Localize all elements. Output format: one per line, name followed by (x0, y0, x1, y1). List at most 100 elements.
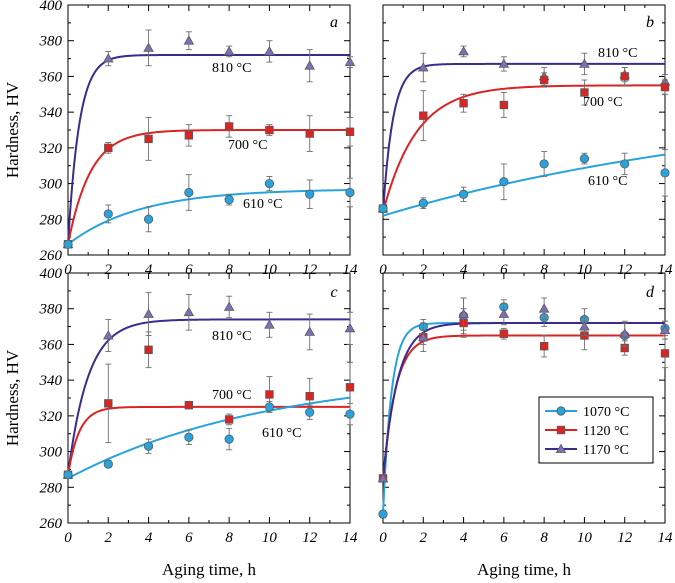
fit-curve-610 (67, 189, 351, 246)
x-tick-label: 10 (262, 262, 278, 278)
x-tick-label: 12 (302, 530, 318, 546)
data-point-700 (539, 342, 549, 351)
temperature-annotation: 700 °C (583, 95, 622, 110)
data-point-810 (143, 42, 154, 52)
data-point-610 (224, 434, 234, 444)
data-point-810 (183, 306, 195, 317)
x-tick-label: 8 (540, 262, 548, 278)
y-tick-label: 340 (39, 105, 63, 121)
data-point-810 (223, 301, 235, 311)
data-point-810 (223, 46, 235, 56)
temperature-annotation: 810 °C (598, 46, 637, 61)
panel-letter: d (646, 284, 655, 301)
data-point-610 (63, 239, 73, 249)
x-tick-label: 2 (105, 262, 113, 278)
data-point-810 (579, 58, 590, 68)
data-point-700 (305, 392, 314, 401)
y-tick-label: 280 (40, 480, 63, 496)
x-axis-title: Aging time, h (162, 560, 256, 579)
x-tick-label: 12 (617, 530, 633, 546)
y-tick-label: 400 (40, 0, 63, 14)
x-tick-label: 14 (658, 530, 674, 546)
data-point-700 (104, 399, 113, 408)
y-tick-label: 320 (39, 409, 63, 425)
data-point-700 (144, 345, 153, 354)
legend-marker (556, 406, 566, 416)
y-tick-label: 340 (39, 373, 63, 389)
data-point-810 (264, 46, 275, 56)
x-tick-label: 10 (577, 530, 593, 546)
fit-curve-610 (382, 153, 666, 217)
y-axis-title: Hardness, HV (3, 81, 22, 178)
y-tick-label: 260 (40, 248, 63, 264)
data-point-610 (539, 159, 549, 169)
legend-marker (555, 443, 567, 453)
data-point-610 (378, 203, 388, 214)
data-point-610 (103, 209, 113, 219)
x-axis-title: Aging time, h (477, 560, 571, 579)
legend-marker (556, 425, 566, 435)
data-point-610 (418, 198, 428, 208)
data-point-700 (305, 129, 314, 138)
temperature-annotation: 610 °C (262, 426, 301, 441)
data-point-810 (579, 321, 590, 331)
data-point-810 (619, 328, 631, 338)
data-point-700 (184, 400, 194, 410)
data-point-700 (224, 122, 234, 131)
panel-a: 0 2 4 6 8 10 12 14 260 280 300 320 340 360 380 400 Hardn… (3, 0, 358, 278)
data-point-700 (419, 111, 428, 120)
data-point-810 (498, 58, 510, 68)
x-tick-label: 4 (460, 530, 468, 546)
x-tick-label: 4 (145, 262, 153, 278)
panel-c: 0 2 4 6 8 10 12 14 260 280 300 320 340 360 380 400 Hardn… (3, 266, 358, 579)
fit-curve-810 (382, 62, 665, 213)
data-point-700 (265, 125, 274, 135)
data-point-610 (458, 189, 469, 199)
data-point-610 (499, 177, 509, 187)
data-point-610 (143, 441, 154, 451)
data-point-610 (63, 470, 73, 480)
data-point-810 (344, 56, 356, 66)
data-point-700 (620, 72, 629, 81)
x-tick-label: 2 (105, 530, 113, 546)
fit-curve-810 (382, 322, 665, 481)
data-point-810 (659, 324, 671, 334)
fit-curve-700 (382, 84, 665, 213)
data-point-610 (660, 168, 670, 178)
data-point-610 (620, 159, 630, 169)
data-point-610 (224, 195, 234, 205)
data-point-700 (499, 100, 509, 110)
x-tick-label: 14 (658, 262, 674, 278)
fit-curve-700 (67, 129, 350, 245)
data-point-810 (417, 62, 429, 72)
data-point-810 (458, 308, 469, 318)
data-point-810 (304, 60, 316, 70)
data-point-610 (264, 178, 275, 189)
y-tick-label: 360 (39, 337, 63, 353)
x-tick-label: 0 (379, 530, 387, 546)
data-point-810 (417, 331, 429, 342)
data-point-700 (345, 127, 355, 136)
x-tick-label: 10 (577, 262, 593, 278)
y-tick-label: 320 (39, 141, 63, 157)
data-point-700 (144, 134, 153, 144)
panel-letter: b (646, 14, 654, 31)
data-point-610 (579, 153, 590, 164)
y-tick-label: 360 (39, 69, 63, 85)
data-point-810 (143, 308, 154, 318)
data-point-610 (305, 407, 315, 417)
x-tick-label: 2 (420, 262, 428, 278)
temperature-annotation: 700 °C (212, 388, 251, 403)
y-tick-label: 300 (39, 177, 63, 193)
x-tick-label: 6 (500, 530, 508, 546)
fit-curve-700 (382, 334, 665, 481)
data-point-700 (539, 75, 549, 85)
x-tick-label: 14 (343, 262, 359, 278)
temperature-annotation: 810 °C (212, 329, 251, 344)
data-point-700 (580, 88, 589, 97)
data-point-610 (103, 459, 113, 469)
x-tick-label: 0 (64, 262, 72, 278)
data-point-810 (458, 46, 469, 56)
x-tick-label: 10 (262, 530, 278, 546)
y-tick-label: 300 (39, 445, 63, 461)
